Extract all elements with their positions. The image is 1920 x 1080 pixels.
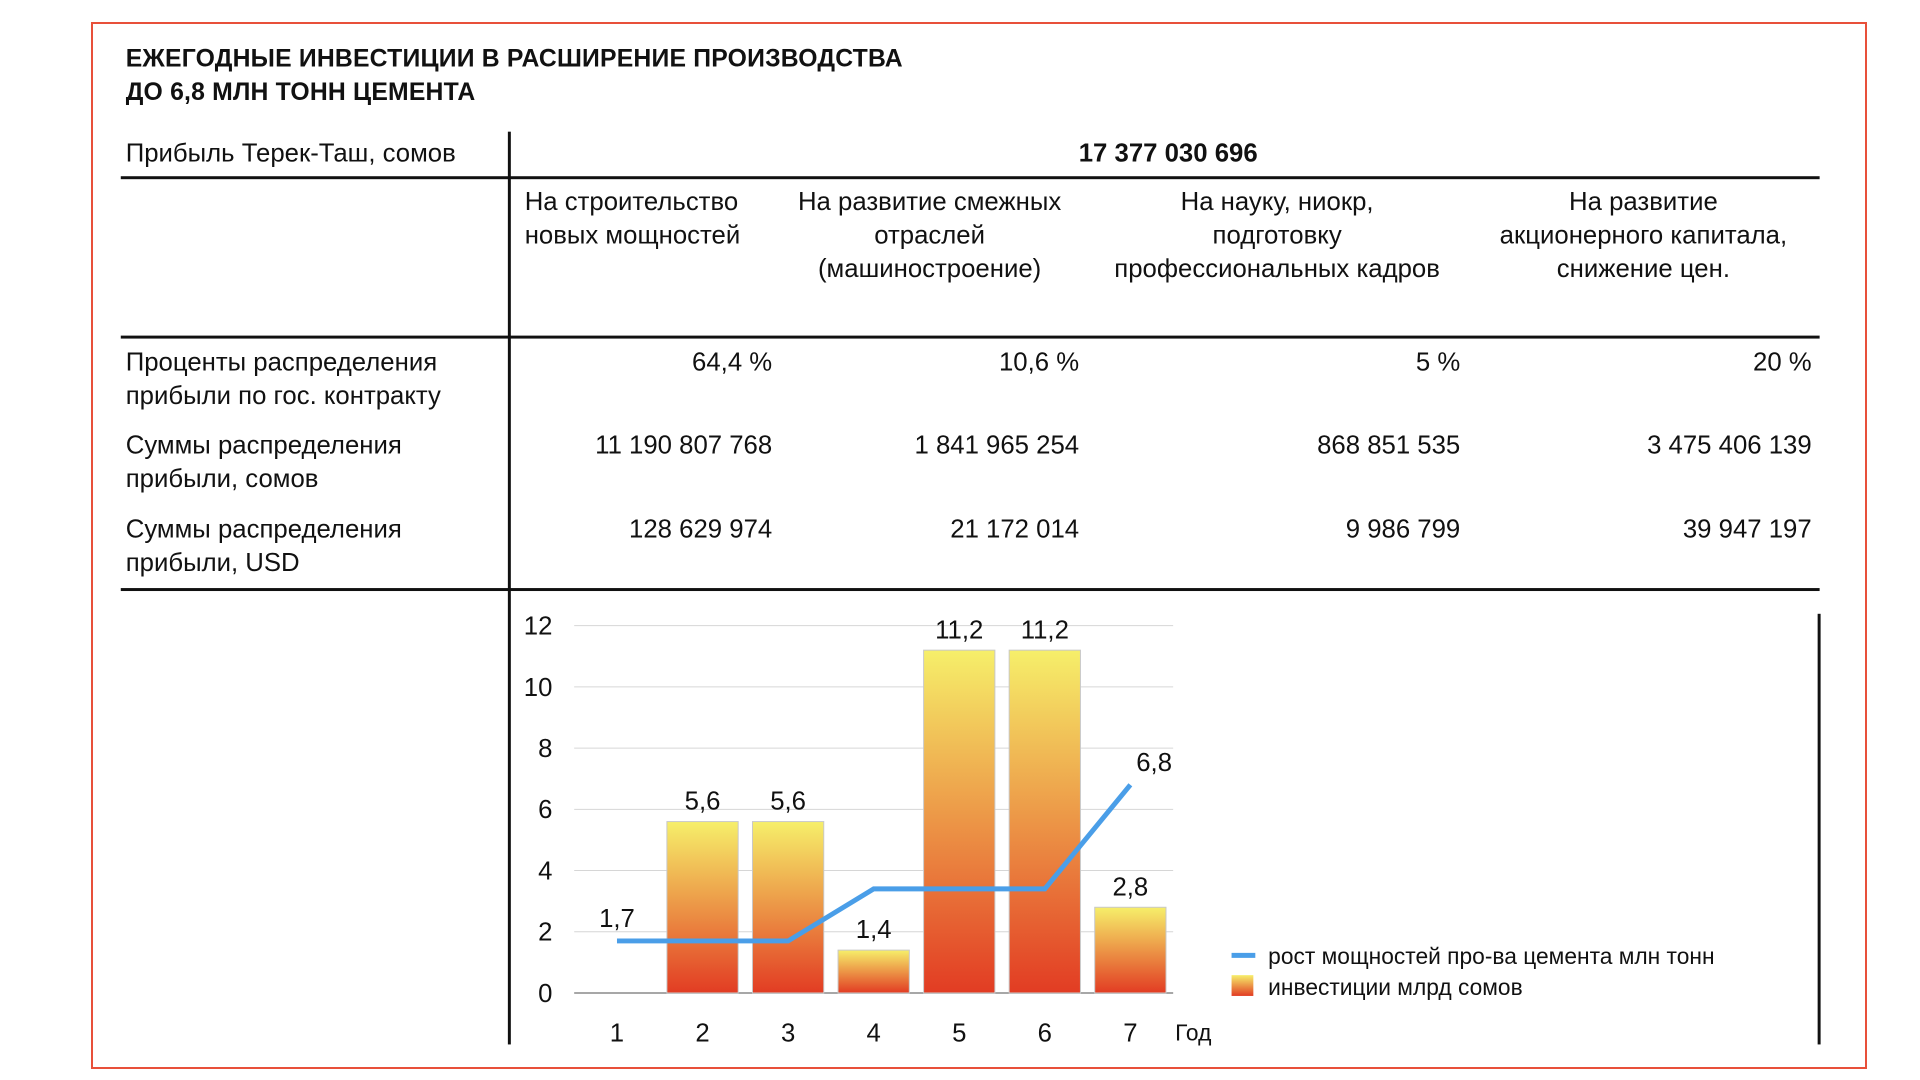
- bar-value-label: 11,2: [935, 616, 983, 644]
- chart-right-border: [1817, 613, 1821, 1045]
- column-header-1: На строительство новых мощностей: [524, 186, 741, 250]
- y-tick-label: 2: [538, 919, 552, 947]
- bar-5: [923, 649, 996, 994]
- line-value-label: 1,7: [599, 905, 635, 933]
- table-divider: [507, 131, 511, 1045]
- page-title: ЕЖЕГОДНЫЕ ИНВЕСТИЦИИ В РАСШИРЕНИЕ ПРОИЗВ…: [126, 42, 903, 109]
- bar-value-label: 2,8: [1112, 873, 1148, 901]
- cell-percent-2: 10,6 %: [998, 346, 1080, 377]
- legend-bar-label: инвестиции млрд сомов: [1268, 974, 1523, 1000]
- bar-value-label: 11,2: [1021, 616, 1069, 644]
- x-tick-label: 3: [781, 1019, 795, 1047]
- outer-frame: [91, 22, 1867, 1069]
- title-line-2: ДО 6,8 МЛН ТОНН ЦЕМЕНТА: [125, 78, 476, 106]
- bar-value-label: 5,6: [685, 788, 721, 816]
- cell-soms-1: 11 190 807 768: [595, 429, 773, 460]
- y-tick-label: 12: [524, 613, 553, 641]
- bar-value-label: 5,6: [770, 788, 806, 816]
- x-tick-label: 5: [952, 1019, 966, 1047]
- y-tick-label: 10: [524, 674, 553, 702]
- cell-percent-4: 20 %: [1753, 346, 1812, 377]
- table-rule-3: [120, 588, 1820, 592]
- y-tick-label: 0: [538, 980, 552, 1008]
- y-tick-label: 6: [538, 796, 552, 824]
- bar-3: [751, 821, 825, 994]
- profit-label: Прибыль Терек-Таш, сомов: [125, 137, 456, 168]
- x-tick-label: 4: [867, 1019, 881, 1047]
- cell-soms-2: 1 841 965 254: [914, 429, 1080, 460]
- y-tick-label: 8: [538, 735, 552, 763]
- title-line-1: ЕЖЕГОДНЫЕ ИНВЕСТИЦИИ В РАСШИРЕНИЕ ПРОИЗВ…: [125, 44, 903, 73]
- cell-percent-1: 64,4 %: [692, 346, 773, 377]
- cell-soms-3: 868 851 535: [1317, 429, 1461, 460]
- capacity-growth-line: [616, 783, 1133, 944]
- bar-value-label: 1,4: [856, 916, 892, 944]
- cell-usd-1: 128 629 974: [629, 513, 773, 544]
- bar-4: [837, 949, 910, 994]
- bar-2: [666, 821, 739, 994]
- line-value-label: 6,8: [1136, 749, 1172, 777]
- legend-line-label: рост мощностей про-ва цемента млн тонн: [1268, 943, 1714, 969]
- x-axis-label: Год: [1175, 1019, 1211, 1045]
- y-tick-label: 4: [538, 857, 552, 885]
- x-tick-label: 6: [1038, 1019, 1052, 1047]
- row-label-usd: Суммы распределения прибыли, USD: [125, 513, 402, 578]
- cell-soms-4: 3 475 406 139: [1647, 429, 1812, 460]
- row-label-soms: Суммы распределения прибыли, сомов: [125, 429, 402, 494]
- column-header-3: На науку, ниокр, подготовку профессионал…: [1114, 186, 1440, 284]
- profit-value: 17 377 030 696: [1078, 137, 1258, 168]
- bar-6: [1008, 649, 1081, 994]
- column-header-4: На развитие акционерного капитала, сниже…: [1499, 186, 1788, 284]
- x-tick-label: 2: [695, 1019, 709, 1047]
- table-rule-2: [120, 335, 1820, 339]
- column-header-2: На развитие смежных отраслей (машиностро…: [797, 186, 1062, 284]
- row-label-percent: Проценты распределения прибыли по гос. к…: [125, 346, 441, 410]
- bar-7: [1094, 906, 1167, 994]
- x-tick-label: 7: [1123, 1019, 1137, 1047]
- cell-usd-4: 39 947 197: [1682, 513, 1812, 544]
- cell-usd-3: 9 986 799: [1345, 513, 1461, 544]
- legend-bar-swatch: [1231, 975, 1254, 996]
- cell-percent-3: 5 %: [1415, 346, 1461, 377]
- table-rule-1: [120, 176, 1820, 180]
- cell-usd-2: 21 172 014: [950, 513, 1080, 544]
- x-tick-label: 1: [610, 1019, 624, 1047]
